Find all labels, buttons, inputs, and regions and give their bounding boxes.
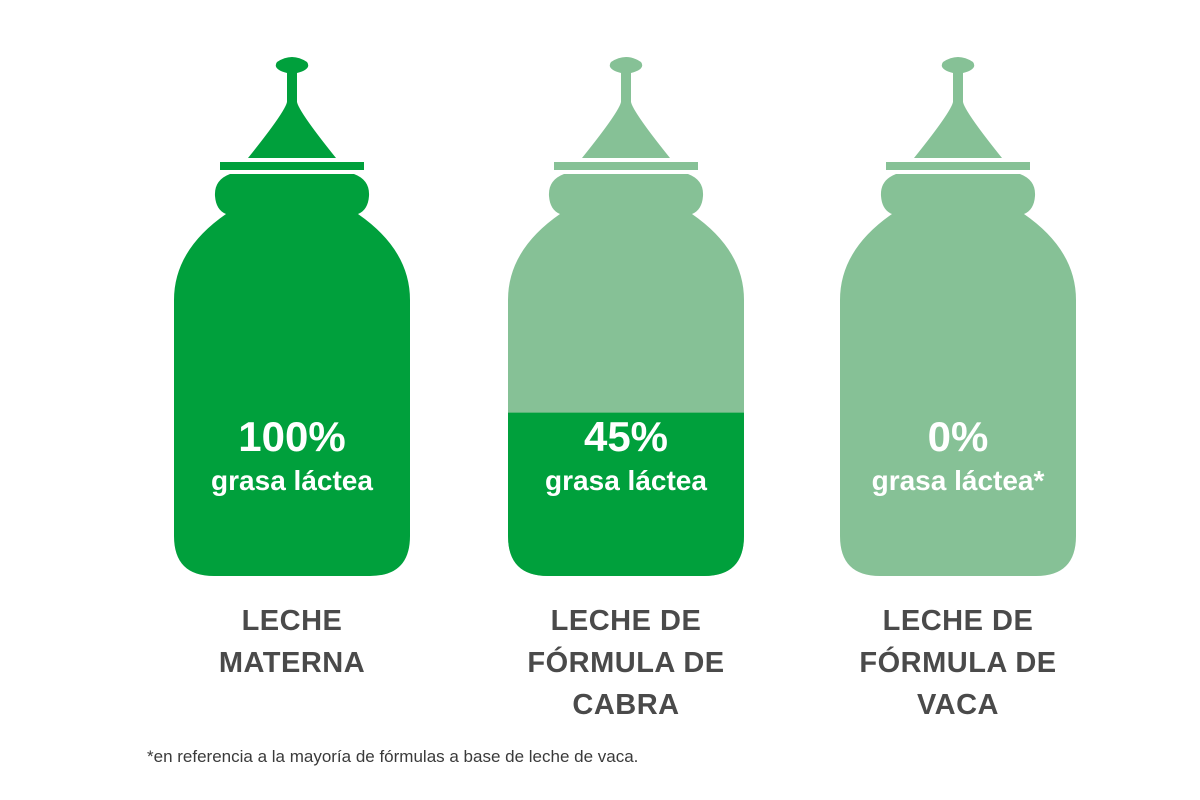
category-label-line: LECHE DE xyxy=(550,605,702,637)
category-label-line: FÓRMULA DE xyxy=(527,647,725,679)
category-label-line: LECHE DE xyxy=(882,605,1034,637)
value-label: 0% xyxy=(928,413,989,460)
category-label-line: FÓRMULA DE xyxy=(859,647,1057,679)
category-label-line: CABRA xyxy=(572,689,680,721)
bottle-3: 0% grasa láctea* xyxy=(840,57,1076,576)
bottle-silhouette xyxy=(174,57,410,576)
footnote: *en referencia a la mayoría de fórmulas … xyxy=(147,747,639,766)
category-label-line: LECHE xyxy=(241,605,343,637)
value-label: 100% xyxy=(238,413,345,460)
bottle-2: 45% grasa láctea xyxy=(508,57,744,576)
bottle-1: 100% grasa láctea xyxy=(174,57,410,576)
fill-bar xyxy=(508,412,744,576)
category-label-2: LECHE DE FÓRMULA DE CABRA xyxy=(476,600,776,726)
sub-label: grasa láctea xyxy=(545,465,707,496)
value-label: 45% xyxy=(584,413,668,460)
category-label-line: MATERNA xyxy=(218,647,366,679)
category-label-1: LECHE MATERNA xyxy=(142,600,442,684)
sub-label: grasa láctea* xyxy=(872,465,1045,496)
category-label-line: VACA xyxy=(916,689,1000,721)
sub-label: grasa láctea xyxy=(211,465,373,496)
category-label-3: LECHE DE FÓRMULA DE VACA xyxy=(808,600,1108,726)
bottle-silhouette xyxy=(840,57,1076,576)
